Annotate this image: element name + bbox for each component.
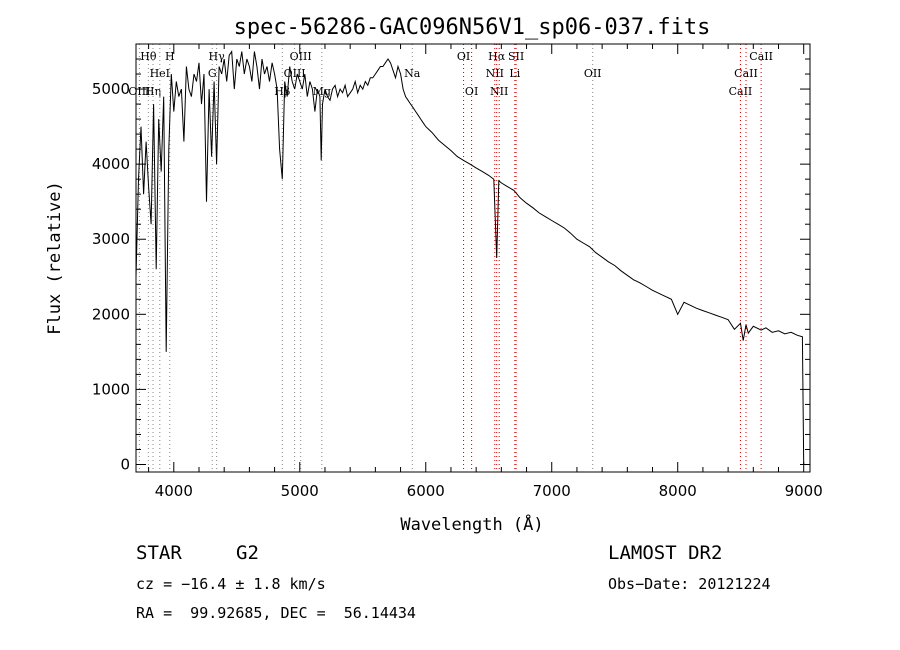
x-tick-label-2: 6000 [407, 482, 445, 500]
redshift-velocity: cz = −16.4 ± 1.8 km/s [136, 575, 326, 593]
object-class: STAR [136, 542, 182, 564]
object-subclass: G2 [236, 542, 259, 564]
observation-date: Obs−Date: 20121224 [608, 575, 771, 593]
marker-label-5: Hγ [209, 50, 226, 63]
y-axis-label: Flux (relative) [45, 181, 65, 335]
y-tick-label-3: 3000 [92, 230, 130, 248]
marker-label-17: NII [490, 85, 508, 98]
marker-label-3: H [165, 50, 175, 63]
marker-label-11: Na [404, 67, 421, 80]
y-tick-label-4: 4000 [92, 155, 130, 173]
x-tick-label-0: 4000 [155, 482, 193, 500]
axes: 4000 5000 6000 7000 8000 9000 0 1000 2000 3000 400… [92, 44, 823, 500]
marker-label-12: OI [457, 50, 470, 63]
x-tick-label-1: 5000 [281, 482, 319, 500]
marker-label-14: Hα [488, 50, 506, 63]
marker-label-0: Hθ [140, 50, 157, 63]
coordinates: RA = 99.92685, DEC = 56.14434 [136, 604, 416, 622]
marker-label-22: CaII [729, 85, 753, 98]
marker-label-4: HeI [150, 67, 170, 80]
plot-frame [135, 43, 811, 473]
marker-label-19: OII [584, 67, 602, 80]
x-tick-label-3: 7000 [533, 482, 571, 500]
marker-label-18: Li [509, 67, 520, 80]
marker-label-8: OIII [284, 67, 306, 80]
marker-label-13: OI [465, 85, 478, 98]
spectrum-line [135, 49, 805, 465]
y-tick-label-0: 0 [120, 455, 130, 473]
marker-label-16: NII [486, 67, 504, 80]
marker-label-21: CaII [734, 67, 758, 80]
marker-label-7: OIII [290, 50, 312, 63]
marker-label-2: Hη [145, 85, 161, 98]
marker-label-10: Mg [313, 85, 331, 98]
y-tick-label-2: 2000 [92, 305, 130, 323]
x-tick-label-5: 9000 [785, 482, 823, 500]
marker-label-15: SII [508, 50, 524, 63]
marker-label-1: OIII [128, 85, 150, 98]
marker-label-6: G [208, 67, 217, 80]
survey-name: LAMOST DR2 [608, 542, 723, 564]
x-axis-label: Wavelength (Å) [400, 513, 543, 535]
y-tick-label-1: 1000 [92, 380, 130, 398]
x-tick-label-4: 8000 [659, 482, 697, 500]
chart-title: spec-56286-GAC096N56V1_sp06-037.fits [234, 15, 711, 40]
y-tick-label-5: 5000 [92, 80, 130, 98]
marker-label-20: CaII [749, 50, 773, 63]
